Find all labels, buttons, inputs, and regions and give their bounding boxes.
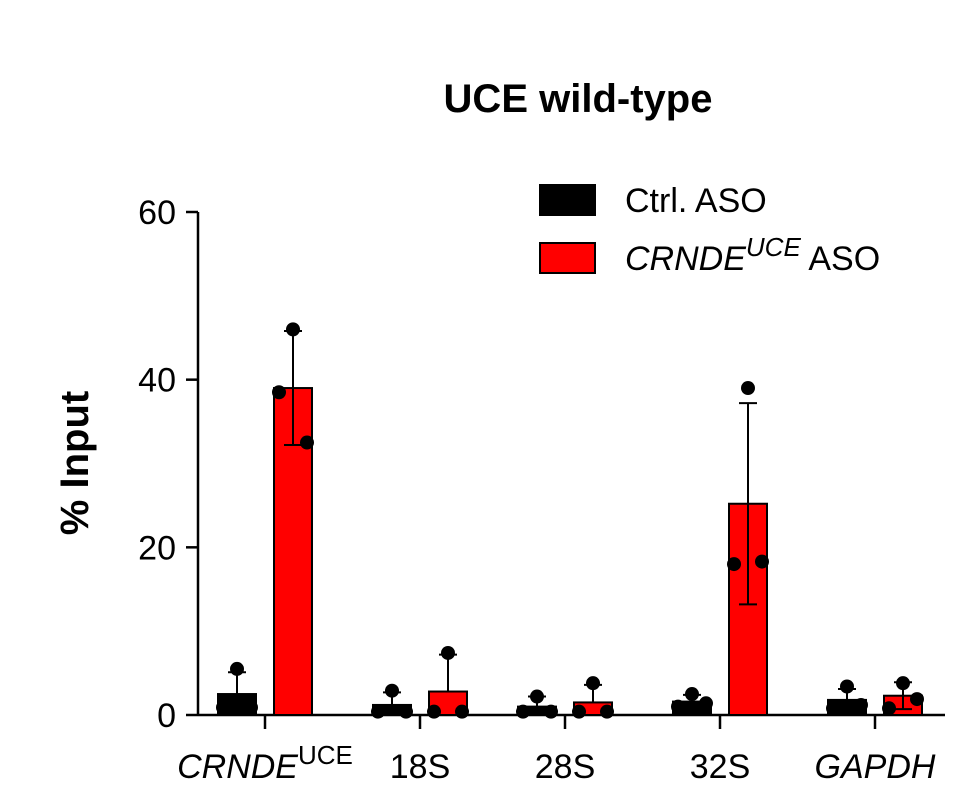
data-point [727, 557, 741, 572]
x-tick-label-text: 28S [535, 748, 596, 786]
data-point [699, 696, 713, 711]
data-point [572, 704, 586, 719]
x-tick-label: GAPDH [815, 748, 936, 786]
x-tick-label: 18S [390, 748, 451, 786]
data-point [230, 661, 244, 676]
data-point [882, 701, 896, 716]
data-point [896, 676, 910, 691]
data-point [244, 700, 258, 715]
data-point [854, 697, 868, 712]
data-point [286, 322, 300, 337]
data-point [910, 692, 924, 707]
x-tick-label-text: CRNDE [177, 748, 298, 786]
y-axis-label: % Input [53, 391, 97, 535]
legend-label-part: Ctrl. ASO [625, 182, 767, 220]
data-point [371, 704, 385, 719]
data-point [826, 701, 840, 716]
x-tick-label-superscript: UCE [298, 740, 353, 770]
data-point [755, 554, 769, 569]
data-point [840, 679, 854, 694]
x-tick-label-text: GAPDH [815, 748, 936, 786]
data-point [385, 683, 399, 698]
data-point [600, 704, 614, 719]
x-tick-label: 28S [535, 748, 596, 786]
x-tick-label-text: 32S [690, 748, 751, 786]
data-point [399, 704, 413, 719]
y-tick-label: 60 [138, 194, 176, 232]
data-point [671, 699, 685, 714]
data-point [441, 645, 455, 660]
data-point [455, 704, 469, 719]
x-tick-label: CRNDEUCE [177, 740, 353, 786]
data-point [544, 704, 558, 719]
legend-label-part: ASO [801, 240, 880, 278]
data-point [741, 381, 755, 396]
data-point [586, 676, 600, 691]
legend-label: Ctrl. ASO [625, 182, 767, 220]
legend-label-part: UCE [746, 232, 802, 262]
chart-title: UCE wild-type [444, 77, 713, 121]
data-point [300, 435, 314, 450]
legend-label: CRNDEUCE ASO [625, 232, 880, 278]
y-tick-label: 0 [157, 697, 176, 735]
y-tick-label: 40 [138, 362, 176, 400]
y-tick-label: 20 [138, 529, 176, 567]
data-point [516, 704, 530, 719]
legend-swatch [539, 242, 596, 274]
data-point [427, 704, 441, 719]
x-tick-label: 32S [690, 748, 751, 786]
data-point [272, 385, 286, 400]
legend-label-part: CRNDE [625, 240, 746, 278]
data-point [530, 689, 544, 704]
legend-swatch [539, 184, 596, 216]
data-point [216, 700, 230, 715]
x-tick-label-text: 18S [390, 748, 451, 786]
data-point [685, 687, 699, 702]
legend: Ctrl. ASO CRNDEUCE ASO [539, 182, 880, 278]
